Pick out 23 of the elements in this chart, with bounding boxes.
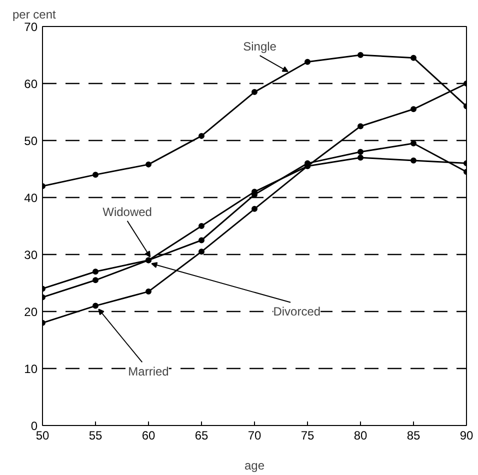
annotation: Divorced xyxy=(273,304,321,318)
x-tick-label: 65 xyxy=(194,428,208,442)
x-tick-label: 85 xyxy=(406,428,420,442)
x-tick-label: 55 xyxy=(88,428,102,442)
y-tick-label: 20 xyxy=(24,305,38,319)
y-axis-title: per cent xyxy=(12,8,57,22)
x-tick-label: 60 xyxy=(142,428,156,442)
annotation: Widowed xyxy=(102,204,152,219)
x-tick-label: 80 xyxy=(354,428,368,442)
y-tick-label: 40 xyxy=(24,191,38,205)
x-tick-label: 50 xyxy=(36,428,50,442)
y-tick-label: 10 xyxy=(24,362,38,376)
x-axis-title: age xyxy=(244,458,265,472)
y-tick-label: 30 xyxy=(24,248,38,262)
y-tick-label: 70 xyxy=(24,20,38,34)
y-tick-label: 0 xyxy=(30,419,38,433)
annotation: Married xyxy=(128,364,169,378)
x-tick-label: 90 xyxy=(460,428,474,442)
y-tick-label: 50 xyxy=(24,134,38,148)
annotation: Single xyxy=(243,39,277,54)
y-tick-label: 60 xyxy=(24,77,38,91)
x-tick-label: 70 xyxy=(248,428,262,442)
x-tick-label: 75 xyxy=(300,428,314,442)
